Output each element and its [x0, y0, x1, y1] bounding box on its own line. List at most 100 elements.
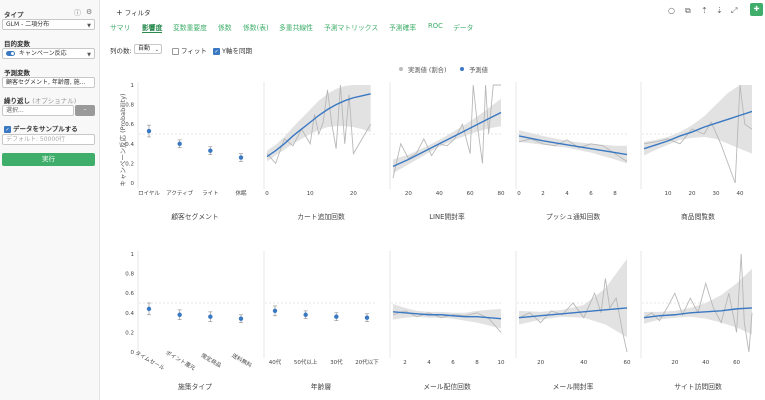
tab-5[interactable]: 係数(表): [243, 24, 269, 32]
predicted-point: [334, 314, 339, 319]
chevron-down-icon: ▼: [87, 52, 91, 58]
y-tick-label: 0.8: [125, 272, 134, 278]
tab-2[interactable]: 影響度: [142, 24, 163, 33]
predicted-point: [272, 308, 278, 314]
actual-line: [392, 84, 501, 179]
chevron-down-icon: ▼: [87, 23, 91, 29]
columns-label: 列の数:: [110, 47, 132, 55]
chart-title: メール開封率: [553, 382, 594, 391]
chart-title: 顧客セグメント: [171, 212, 219, 221]
actual-line: [518, 138, 628, 162]
x-tick-label: ロイヤル: [138, 191, 160, 197]
gear-icon[interactable]: ⚙: [86, 8, 93, 16]
run-button[interactable]: 実行: [2, 153, 95, 166]
x-tick-label: 40代: [269, 358, 282, 366]
predicted-line: [266, 93, 371, 158]
predicted-point: [303, 312, 308, 317]
x-tick-label: 20: [689, 191, 696, 197]
x-tick-label: 4: [565, 191, 569, 197]
predictor-label: 予測変数: [4, 69, 30, 77]
confidence-band: [644, 268, 752, 335]
fit-label: フィット: [181, 47, 207, 55]
settings-panel: タイプ ⓘ ⚙ GLM - 二項分布 ▼ 目的変数 キャンペーン反応 ▼ 予測変…: [0, 0, 100, 400]
predictor-select[interactable]: 顧客セグメント, 年齢層, 施...: [2, 77, 95, 88]
type-select[interactable]: GLM - 二項分布 ▼: [2, 19, 95, 30]
legend-predicted-label: 予測値: [469, 65, 489, 74]
repeat-select-placeholder: 選択...: [6, 107, 24, 114]
chart-title: メール配信回数: [423, 382, 471, 391]
chart-title: サイト訪問回数: [674, 382, 722, 391]
predicted-point: [208, 148, 213, 153]
comment-icon[interactable]: ○: [668, 6, 675, 15]
repeat-clear-button[interactable]: –: [75, 105, 95, 116]
upload-icon[interactable]: ⇡: [701, 6, 708, 15]
chart-title: LINE開封率: [429, 212, 465, 221]
x-tick-label: 30代: [330, 358, 343, 366]
chart-title: 年齢層: [311, 382, 332, 391]
tab-10[interactable]: データ: [453, 24, 474, 32]
check-icon: ✓: [213, 47, 220, 55]
type-label: タイプ: [4, 11, 24, 19]
sample-label: データをサンプルする: [13, 125, 78, 133]
chart-title: 商品閲覧数: [681, 212, 715, 221]
x-tick-label: 60: [624, 360, 631, 366]
actual-line: [266, 84, 372, 165]
tab-3[interactable]: 変数重要度: [173, 24, 207, 32]
sync-y-label: Y軸を同期: [222, 47, 252, 55]
x-tick-label: 6: [589, 191, 593, 197]
predicted-point: [208, 314, 213, 319]
y-tick-label: 0.2: [125, 161, 134, 167]
predicted-line: [392, 111, 502, 167]
x-tick-label: 4: [427, 360, 431, 366]
tab-7[interactable]: 予測マトリックス: [324, 24, 379, 32]
x-tick-label: 8: [475, 360, 479, 366]
filter-button[interactable]: + フィルタ: [116, 7, 151, 17]
copy-icon[interactable]: ⧉: [685, 6, 691, 15]
columns-select[interactable]: 自動 ⌄: [134, 44, 162, 54]
actual-line: [518, 278, 628, 353]
expand-icon[interactable]: ⤢: [731, 6, 738, 15]
download-icon[interactable]: ⇣: [716, 6, 723, 15]
x-tick-label: 10: [665, 191, 672, 197]
columns-select-value: 自動: [138, 45, 151, 52]
sample-rows-input[interactable]: デフォルト: 50000行: [2, 134, 95, 145]
plus-icon: +: [116, 8, 123, 17]
tab-8[interactable]: 予測確率: [389, 24, 417, 32]
x-tick-label: 2: [403, 360, 407, 366]
confidence-band: [644, 85, 752, 156]
x-tick-label: 0: [265, 191, 269, 197]
x-tick-label: ポイント還元: [164, 349, 197, 373]
confidence-band: [267, 85, 371, 162]
legend-predicted-icon: [460, 67, 464, 71]
help-icon[interactable]: ⓘ: [74, 9, 81, 17]
tab-9[interactable]: ROC: [428, 22, 443, 30]
y-axis-label: キャンペーン反応 (Probability): [118, 93, 127, 186]
pin-icon[interactable]: ✚: [750, 3, 763, 16]
predicted-point: [146, 128, 152, 134]
x-tick-label: ライト: [202, 190, 219, 197]
y-tick-label: 0.8: [125, 103, 134, 109]
sync-y-checkbox[interactable]: ✓ Y軸を同期: [213, 45, 252, 55]
legend-actual-label: 実測値 (割合): [408, 65, 446, 74]
tab-6[interactable]: 多重共線性: [279, 24, 313, 32]
legend-actual-icon: [399, 67, 403, 71]
repeat-label-text: 繰り返し: [4, 97, 30, 105]
tab-1[interactable]: サマリ: [110, 24, 131, 32]
sample-checkbox[interactable]: ✓ データをサンプルする: [4, 123, 78, 133]
confidence-band: [393, 98, 501, 174]
target-select[interactable]: キャンペーン反応 ▼: [2, 48, 95, 59]
x-tick-label: 40: [702, 360, 709, 366]
repeat-optional-text: (オプショナル): [32, 97, 77, 105]
tab-4[interactable]: 係数: [218, 24, 232, 32]
fit-checkbox[interactable]: フィット: [172, 45, 207, 55]
chart-panel: 0 2 4 6 8 プッシュ通知回数: [515, 82, 629, 221]
x-tick-label: タイムセール: [134, 349, 167, 373]
predicted-line: [643, 110, 753, 150]
chart-legend: 実測値 (割合) 予測値: [399, 65, 489, 74]
repeat-select[interactable]: 選択...: [2, 105, 74, 116]
predicted-line: [518, 307, 628, 319]
x-tick-label: 限定商品: [200, 351, 223, 369]
